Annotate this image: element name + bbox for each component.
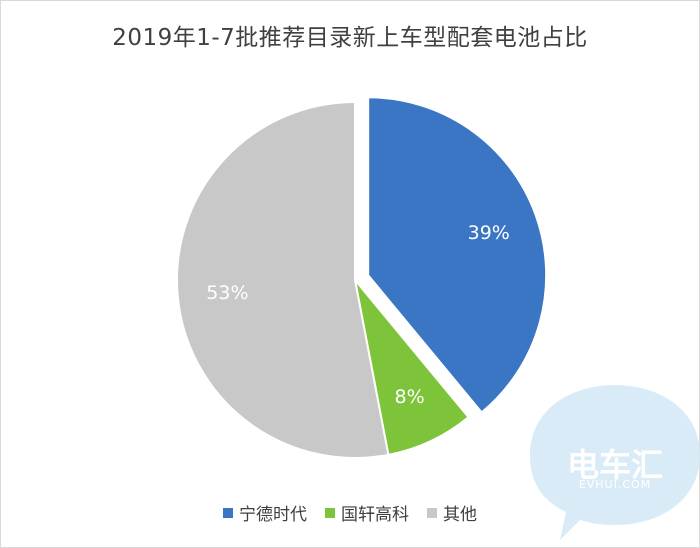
legend-label-catl: 宁德时代 (239, 505, 307, 525)
legend-item-catl: 宁德时代 (223, 500, 307, 525)
pie-slice-gotion (354, 279, 470, 457)
chart-title: 2019年1-7批推荐目录新上车型配套电池占比 (112, 25, 588, 51)
legend-swatch-gotion (325, 507, 335, 518)
pie-slice-catl (367, 96, 548, 414)
pie-label-catl: 39% (468, 222, 510, 244)
legend: 宁德时代 国轩高科 其他 (0, 500, 700, 525)
pie-label-gotion: 8% (394, 386, 424, 408)
watermark-logo-text: 电车汇 (566, 446, 663, 484)
legend-label-gotion: 国轩高科 (341, 505, 409, 525)
pie-slice-other (176, 100, 390, 459)
legend-swatch-catl (223, 507, 233, 518)
legend-item-other: 其他 (427, 500, 477, 525)
legend-swatch-other (427, 507, 437, 518)
legend-label-other: 其他 (443, 505, 477, 525)
pie-label-other: 53% (206, 282, 248, 304)
watermark-domain: EVHUI.COM (578, 478, 652, 491)
legend-item-gotion: 国轩高科 (325, 500, 409, 525)
